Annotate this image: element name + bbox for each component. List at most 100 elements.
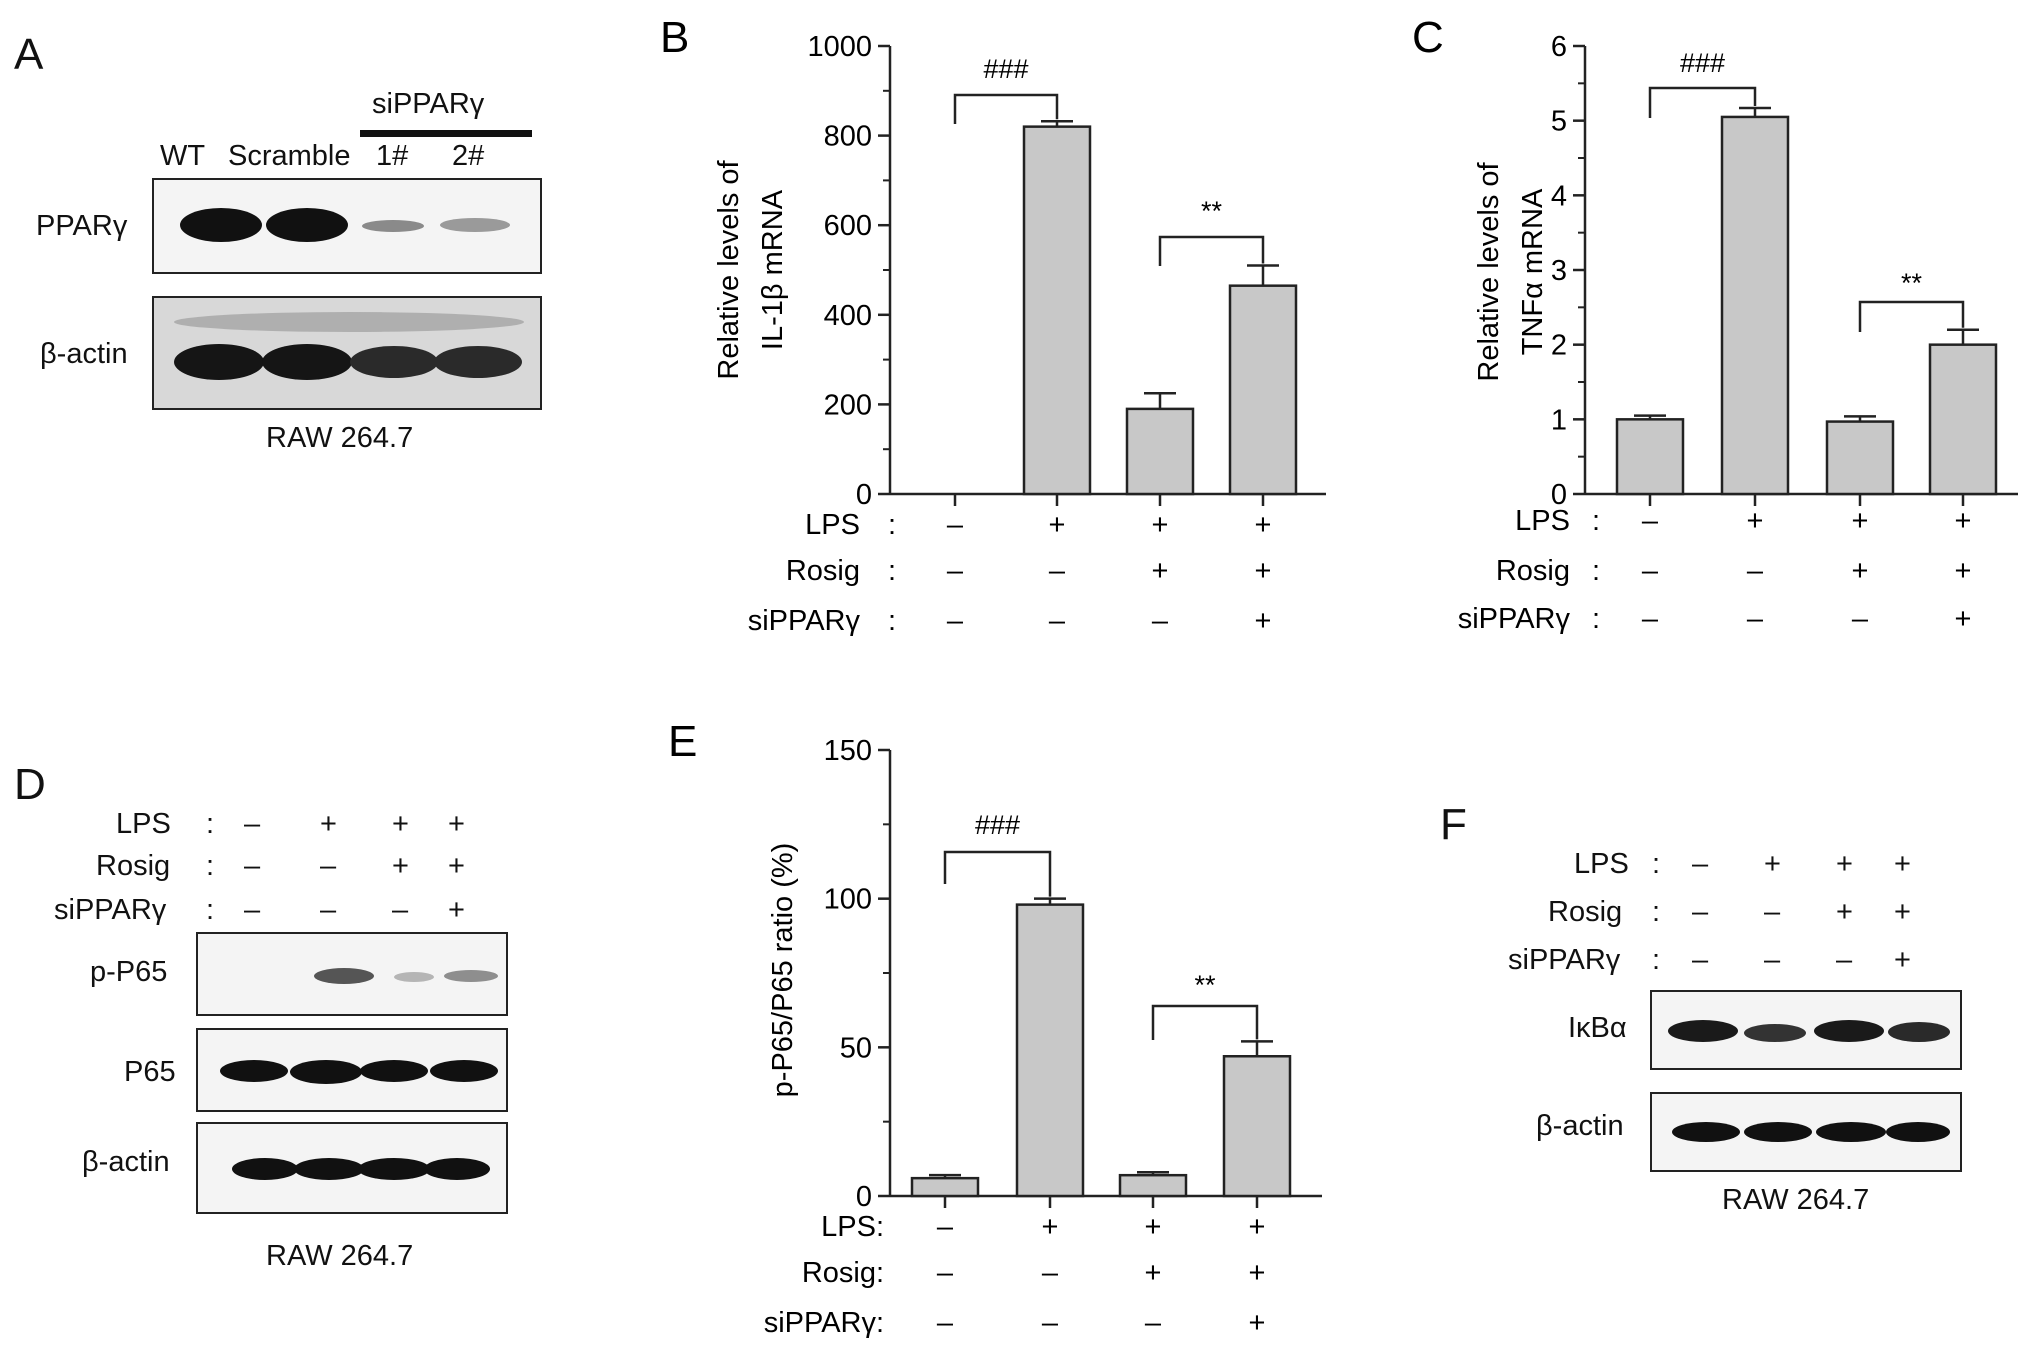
panel-c-treat-sign-0-0: – xyxy=(1642,505,1659,537)
panel-f-lps-sign-1: – xyxy=(1692,848,1709,880)
panel-d-blot-pp65 xyxy=(196,932,508,1016)
panel-d-rosig-sign-1: – xyxy=(244,850,261,882)
panel-d-blot-p65 xyxy=(196,1028,508,1112)
panel-f-lps-sign-3: + xyxy=(1836,848,1853,880)
panel-d-sipparg-sign-2: – xyxy=(320,894,337,926)
panel-b-treat-sign-2-0: – xyxy=(947,605,964,637)
panel-e-treat-colon-2: : xyxy=(876,1307,884,1339)
panel-d-lps-label: LPS xyxy=(116,808,171,840)
panel-b-treat-label-2: siPPARγ xyxy=(748,605,861,637)
panel-c-y-tick-label-4: 4 xyxy=(1551,180,1567,212)
panel-c-bar-2 xyxy=(1825,420,1895,496)
panel-a-lane-wt: WT xyxy=(160,140,206,172)
panel-e-treat-sign-1-1: – xyxy=(1042,1257,1059,1289)
panel-c-bar-3 xyxy=(1928,343,1998,496)
panel-f-rosig-label: Rosig xyxy=(1548,896,1623,928)
panel-e-treat-sign-0-1: + xyxy=(1042,1211,1059,1243)
panel-d-letter: D xyxy=(14,760,46,809)
panel-c-treat-sign-2-2: – xyxy=(1852,603,1869,635)
panel-f-cell-line: RAW 264.7 xyxy=(1722,1184,1870,1216)
panel-d-rosig-sign-3: + xyxy=(392,850,409,882)
panel-e-treat-colon-0: : xyxy=(876,1211,884,1243)
panel-c-y-tick-label-5: 5 xyxy=(1551,106,1567,138)
panel-b-ylabel-line-1: IL-1β mRNA xyxy=(757,189,789,350)
panel-c-treat-colon-2: : xyxy=(1592,603,1600,635)
panel-e-letter: E xyxy=(668,717,697,766)
panel-d-sipparg-sign-3: – xyxy=(392,894,409,926)
panel-b-letter: B xyxy=(660,13,689,62)
panel-b-annotation-1: ** xyxy=(1201,196,1223,226)
panel-c-treat-colon-0: : xyxy=(1592,505,1600,537)
panel-d-sipparg-label: siPPARγ xyxy=(54,894,167,926)
panel-f-blot-actin xyxy=(1650,1092,1962,1172)
panel-d-sipparg-colon: : xyxy=(206,894,215,926)
panel-f-lps-sign-2: + xyxy=(1764,848,1781,880)
panel-e-treat-sign-0-2: + xyxy=(1145,1211,1162,1243)
panel-f-rosig-sign-3: + xyxy=(1836,896,1853,928)
panel-d-lps-colon: : xyxy=(206,808,215,840)
panel-c-treat-colon-1: : xyxy=(1592,555,1600,587)
panel-e-treat-label-2: siPPARγ xyxy=(764,1307,877,1339)
panel-f-sipparg-sign-2: – xyxy=(1764,944,1781,976)
panel-b-y-tick-label-4: 800 xyxy=(824,121,872,153)
panel-f-lps-colon: : xyxy=(1652,848,1661,880)
panel-c-ylabel-line-1: TNFα mRNA xyxy=(1517,188,1549,355)
panel-a-group-bar xyxy=(360,130,532,137)
panel-e-treat-label-0: LPS xyxy=(821,1211,876,1243)
panel-c-treat-sign-2-3: + xyxy=(1955,603,1972,635)
panel-f-letter: F xyxy=(1440,800,1467,849)
panel-b-treat-sign-2-3: + xyxy=(1255,605,1272,637)
panel-a-letter: A xyxy=(14,30,44,79)
panel-c-letter: C xyxy=(1412,13,1444,62)
panel-e-treat-sign-0-0: – xyxy=(937,1211,954,1243)
panel-e-treat-label-1: Rosig xyxy=(802,1257,876,1289)
panel-d-lps-sign-3: + xyxy=(392,808,409,840)
panel-b-ylabel-line-0: Relative levels of xyxy=(713,159,745,379)
panel-e-treat-sign-1-0: – xyxy=(937,1257,954,1289)
panel-a-row-ppar: PPARγ xyxy=(36,210,128,242)
panel-b-bar-1 xyxy=(1022,125,1092,496)
panel-c-annotation-0: ### xyxy=(1680,48,1725,78)
panel-f-sipparg-label: siPPARγ xyxy=(1508,944,1621,976)
panel-c-ylabel-line-0: Relative levels of xyxy=(1473,161,1505,381)
panel-e-ylabel-line-0: p-P65/P65 ratio (%) xyxy=(767,843,799,1098)
panel-b-y-tick-label-3: 600 xyxy=(824,210,872,242)
panel-a-lane-2: 2# xyxy=(452,140,485,172)
panel-f-lps-label: LPS xyxy=(1574,848,1629,880)
panel-e-treat-sign-1-3: + xyxy=(1249,1257,1266,1289)
panel-b-y-tick-label-5: 1000 xyxy=(807,31,872,63)
panel-b-bar-2 xyxy=(1125,407,1195,496)
panel-f-sipparg-sign-4: + xyxy=(1894,944,1911,976)
panel-c-bar-0 xyxy=(1615,418,1685,496)
panel-e-bar-1 xyxy=(1015,903,1085,1198)
panel-c-treat-sign-1-3: + xyxy=(1955,555,1972,587)
panel-e-annotation-0: ### xyxy=(975,810,1020,840)
panel-e-bar-2 xyxy=(1118,1173,1188,1198)
panel-c-y-tick-label-0: 0 xyxy=(1551,479,1567,511)
panel-b-treat-sign-1-1: – xyxy=(1049,555,1066,587)
panel-e-bar-0 xyxy=(910,1176,980,1198)
panel-e-y-tick-label-0: 0 xyxy=(856,1181,872,1213)
panel-e-y-tick-label-3: 150 xyxy=(824,735,872,767)
panel-e-bracket-1 xyxy=(1151,1004,1259,1040)
panel-a-sipparg-label: siPPARγ xyxy=(372,88,485,120)
panel-c-bar-1 xyxy=(1720,115,1790,496)
panel-b-treat-label-1: Rosig xyxy=(786,555,860,587)
panel-a-blot-ppar xyxy=(152,178,542,274)
panel-f-row-ikba: IκBα xyxy=(1568,1012,1627,1044)
panel-d-lps-sign-1: – xyxy=(244,808,261,840)
panel-f-lps-sign-4: + xyxy=(1894,848,1911,880)
panel-c-bracket-1 xyxy=(1858,300,1965,332)
panel-b-treat-sign-0-3: + xyxy=(1255,509,1272,541)
panel-e-treat-sign-1-2: + xyxy=(1145,1257,1162,1289)
panel-c-treat-sign-0-3: + xyxy=(1955,505,1972,537)
panel-d-row-p65: P65 xyxy=(124,1056,176,1088)
panel-d-lps-sign-2: + xyxy=(320,808,337,840)
panel-e-annotation-1: ** xyxy=(1194,970,1216,1000)
panel-b-treat-sign-2-1: – xyxy=(1049,605,1066,637)
panel-e-treat-colon-1: : xyxy=(876,1257,884,1289)
panel-b-treat-sign-1-3: + xyxy=(1255,555,1272,587)
panel-c-treat-label-0: LPS xyxy=(1515,505,1570,537)
panel-b-y-tick-label-2: 400 xyxy=(824,300,872,332)
